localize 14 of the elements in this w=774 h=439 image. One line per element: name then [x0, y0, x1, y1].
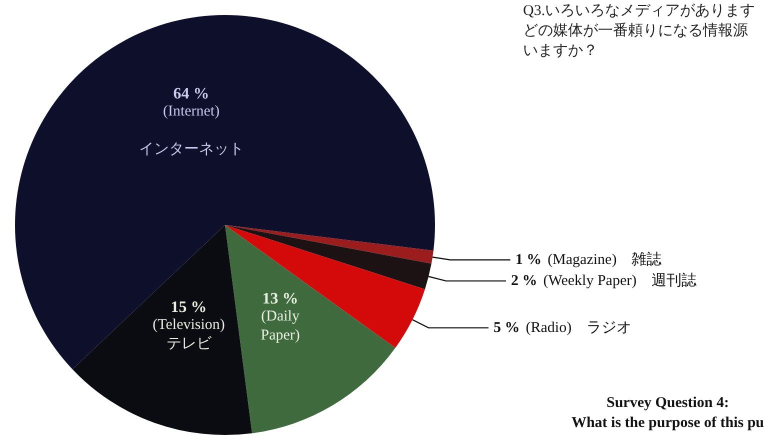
- slice-label: (Magazine) 雑誌: [548, 250, 662, 268]
- slice-label: (Daily Paper): [260, 308, 300, 344]
- slice-label: (Radio) ラジオ: [526, 320, 632, 336]
- data-label: 15 %: [170, 299, 207, 316]
- data-label: 5 %: [494, 320, 520, 336]
- data-label: 64 %: [173, 85, 210, 102]
- data-label: 1 %: [515, 252, 542, 268]
- text: Survey Question 4: What is the purpose of this pu: [571, 395, 764, 431]
- slice-label: (Weekly Paper) 週刊誌: [543, 272, 697, 289]
- data-label: 13 %: [262, 290, 298, 308]
- slice-label: (Television) テレビ: [152, 317, 225, 352]
- category-label: (Internet) インターネット: [138, 103, 244, 158]
- data-label: 2 %: [511, 272, 538, 289]
- text: Q3.いろいろなメディアがありますどの媒体が一番頼りになる情報源いますか？: [523, 3, 756, 59]
